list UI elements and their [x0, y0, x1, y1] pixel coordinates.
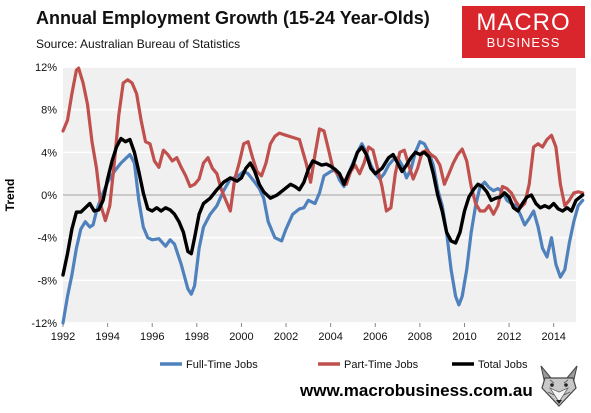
legend-label: Total Jobs — [478, 359, 528, 371]
y-axis-tick-labels: -12% -8% -4% 0% 4% 8% 12% — [31, 62, 57, 330]
series-line-total-jobs — [61, 136, 585, 277]
y-axis-label: Trend — [3, 179, 17, 212]
x-tick-label: 2010 — [452, 331, 476, 343]
page-title: Annual Employment Growth (15-24 Year-Old… — [36, 8, 430, 28]
y-tick-label: -4% — [37, 233, 57, 245]
legend-label: Full-Time Jobs — [186, 359, 258, 371]
x-tick-label: 2012 — [497, 331, 521, 343]
x-tick-label: 2006 — [363, 331, 387, 343]
fox-head-icon — [536, 362, 582, 408]
x-tick-label: 1992 — [51, 331, 75, 343]
x-tick-label: 2008 — [408, 331, 432, 343]
logo-line-2: BUSINESS — [486, 35, 561, 50]
series-line-part-time-jobs — [61, 66, 585, 223]
x-axis-tick-labels: 1992 1994 1996 1998 2000 2002 2004 2006 2008 2010… — [51, 323, 566, 343]
y-tick-label: 12% — [35, 62, 57, 74]
series-lines — [61, 66, 585, 325]
y-tick-label: 0% — [41, 190, 57, 202]
y-tick-label: -8% — [37, 275, 57, 287]
x-tick-label: 2004 — [318, 331, 342, 343]
y-tick-label: -12% — [31, 318, 57, 330]
logo-line-1: MACRO — [476, 9, 571, 36]
x-tick-label: 1996 — [140, 331, 164, 343]
x-tick-label: 1994 — [95, 331, 119, 343]
x-tick-label: 2000 — [229, 331, 253, 343]
y-tick-label: 4% — [41, 147, 57, 159]
website-url[interactable]: www.macrobusiness.com.au — [300, 381, 533, 400]
chart-legend: Full-Time Jobs Part-Time Jobs Total Jobs — [160, 359, 528, 371]
x-tick-label: 1998 — [185, 331, 209, 343]
y-tick-label: 8% — [41, 105, 57, 117]
chart-source: Source: Australian Bureau of Statistics — [36, 37, 241, 51]
brand-logo[interactable]: MACRO BUSINESS — [462, 6, 585, 58]
legend-label: Part-Time Jobs — [344, 359, 419, 371]
x-tick-label: 2002 — [274, 331, 298, 343]
x-tick-label: 2014 — [541, 331, 565, 343]
